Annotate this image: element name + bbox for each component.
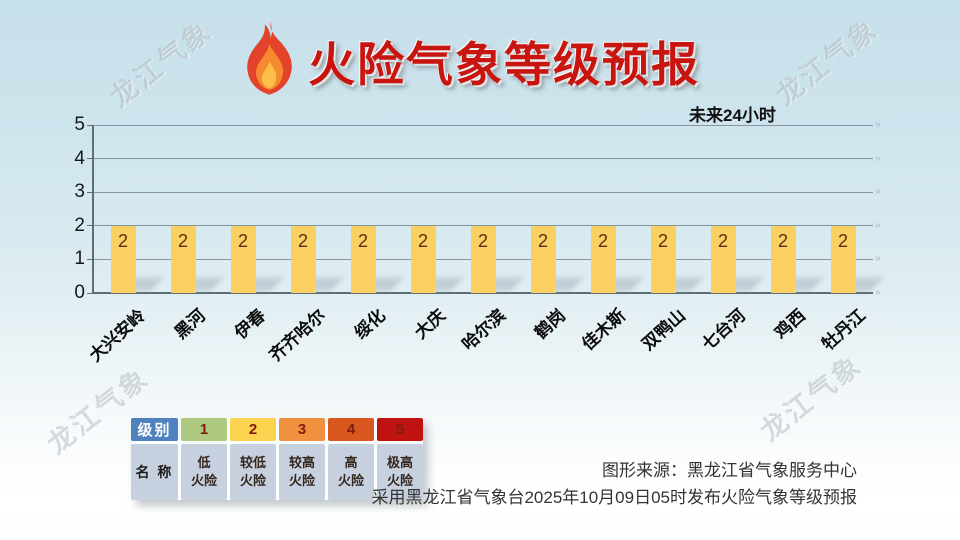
gridline-end-mark: » bbox=[875, 152, 880, 164]
bar: 2 bbox=[410, 225, 436, 293]
y-tick-mark bbox=[87, 292, 93, 294]
bar: 2 bbox=[710, 225, 736, 293]
legend-name-cell: 极高 火险 bbox=[377, 444, 423, 500]
gridline bbox=[93, 292, 873, 294]
source-text: 图形来源：黑龙江省气象服务中心 bbox=[602, 461, 857, 480]
y-tick-label: 0 bbox=[74, 282, 85, 303]
legend-level-cell: 4 bbox=[328, 418, 374, 441]
bar: 2 bbox=[230, 225, 256, 293]
watermark-text: 龙江气象 bbox=[771, 13, 885, 111]
bar: 2 bbox=[590, 225, 616, 293]
issued-text: 采用黑龙江省气象台2025年10月09日05时发布火险气象等级预报 bbox=[371, 488, 857, 507]
bar: 2 bbox=[650, 225, 676, 293]
y-tick-mark bbox=[87, 191, 93, 193]
legend-level-row-label: 级别 bbox=[131, 418, 178, 441]
y-tick-mark bbox=[87, 124, 93, 126]
y-axis-line bbox=[92, 125, 94, 293]
bar: 2 bbox=[110, 225, 136, 293]
legend-level-cell: 2 bbox=[230, 418, 276, 441]
gridline bbox=[93, 158, 873, 160]
gridline bbox=[93, 191, 873, 193]
bar: 2 bbox=[770, 225, 796, 293]
page-title: 火险气象等级预报 bbox=[308, 38, 700, 91]
legend-name-cell: 高火险 bbox=[328, 444, 374, 500]
gridline-end-mark: » bbox=[875, 186, 880, 198]
bar: 2 bbox=[170, 225, 196, 293]
gridline-end-mark: » bbox=[875, 219, 880, 231]
bar: 2 bbox=[530, 225, 556, 293]
y-tick-label: 4 bbox=[74, 147, 85, 169]
gridline-end-mark: » bbox=[875, 287, 880, 298]
legend-level-cell: 1 bbox=[181, 418, 227, 441]
y-tick-mark bbox=[87, 225, 93, 227]
gridline-end-mark: » bbox=[875, 253, 880, 265]
flame-icon bbox=[247, 21, 292, 95]
y-tick-label: 2 bbox=[74, 214, 85, 236]
legend-level-cell: 5 bbox=[377, 418, 423, 441]
bar: 2 bbox=[290, 225, 316, 293]
chart-subtitle: 未来24小时 bbox=[689, 106, 776, 125]
bar: 2 bbox=[470, 225, 496, 293]
legend-level-cell: 3 bbox=[279, 418, 325, 441]
gridline bbox=[93, 124, 873, 126]
y-tick-label: 1 bbox=[74, 248, 85, 270]
watermark-text: 龙江气象 bbox=[105, 15, 219, 113]
y-tick-mark bbox=[87, 258, 93, 260]
gridline-end-mark: » bbox=[875, 119, 880, 130]
y-tick-label: 5 bbox=[74, 114, 85, 135]
y-tick-label: 3 bbox=[74, 181, 85, 203]
y-tick-mark bbox=[87, 158, 93, 160]
legend-name-cell: 较高 火险 bbox=[279, 444, 325, 500]
legend-name-cell: 低火险 bbox=[181, 444, 227, 500]
bar: 2 bbox=[350, 225, 376, 293]
bar: 2 bbox=[830, 225, 856, 293]
legend-name-cell: 较低 火险 bbox=[230, 444, 276, 500]
legend-table: 级别 1 2 3 4 5 名 称低火险 较低 火险 较高 火险高火险 极高 火险 bbox=[131, 418, 423, 500]
legend-name-row-label: 名 称 bbox=[131, 444, 178, 500]
